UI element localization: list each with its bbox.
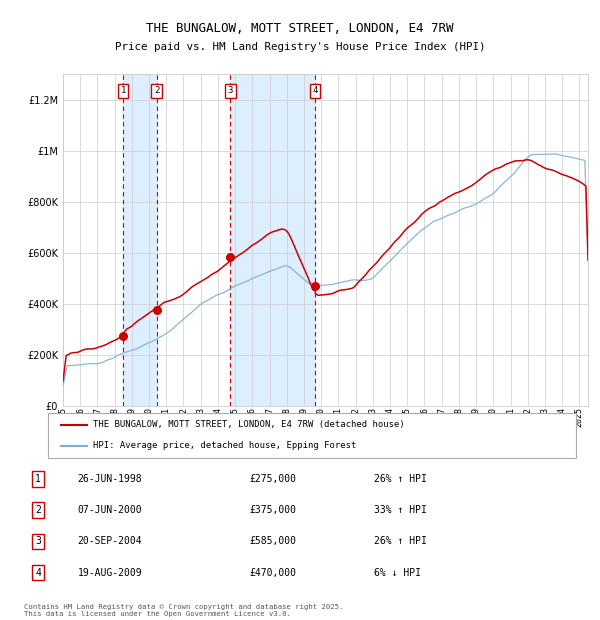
Text: 26% ↑ HPI: 26% ↑ HPI bbox=[374, 474, 427, 484]
Text: 3: 3 bbox=[35, 536, 41, 546]
Text: HPI: Average price, detached house, Epping Forest: HPI: Average price, detached house, Eppi… bbox=[93, 441, 356, 450]
FancyBboxPatch shape bbox=[48, 413, 576, 458]
Text: £375,000: £375,000 bbox=[250, 505, 296, 515]
Text: 4: 4 bbox=[312, 86, 317, 95]
Text: £275,000: £275,000 bbox=[250, 474, 296, 484]
Text: 20-SEP-2004: 20-SEP-2004 bbox=[77, 536, 142, 546]
Text: 26% ↑ HPI: 26% ↑ HPI bbox=[374, 536, 427, 546]
Text: Contains HM Land Registry data © Crown copyright and database right 2025.
This d: Contains HM Land Registry data © Crown c… bbox=[24, 604, 343, 617]
Text: 2: 2 bbox=[154, 86, 160, 95]
Text: £470,000: £470,000 bbox=[250, 567, 296, 578]
Text: 1: 1 bbox=[121, 86, 126, 95]
Text: 3: 3 bbox=[227, 86, 233, 95]
Text: 4: 4 bbox=[35, 567, 41, 578]
Text: 1: 1 bbox=[35, 474, 41, 484]
Text: 07-JUN-2000: 07-JUN-2000 bbox=[77, 505, 142, 515]
Text: 2: 2 bbox=[35, 505, 41, 515]
Text: THE BUNGALOW, MOTT STREET, LONDON, E4 7RW (detached house): THE BUNGALOW, MOTT STREET, LONDON, E4 7R… bbox=[93, 420, 404, 430]
Text: THE BUNGALOW, MOTT STREET, LONDON, E4 7RW: THE BUNGALOW, MOTT STREET, LONDON, E4 7R… bbox=[146, 22, 454, 35]
Text: Price paid vs. HM Land Registry's House Price Index (HPI): Price paid vs. HM Land Registry's House … bbox=[115, 42, 485, 52]
Text: 26-JUN-1998: 26-JUN-1998 bbox=[77, 474, 142, 484]
Bar bbox=[230, 74, 315, 406]
Bar bbox=[123, 74, 157, 406]
Text: £585,000: £585,000 bbox=[250, 536, 296, 546]
Text: 19-AUG-2009: 19-AUG-2009 bbox=[77, 567, 142, 578]
Text: 6% ↓ HPI: 6% ↓ HPI bbox=[374, 567, 421, 578]
Text: 33% ↑ HPI: 33% ↑ HPI bbox=[374, 505, 427, 515]
